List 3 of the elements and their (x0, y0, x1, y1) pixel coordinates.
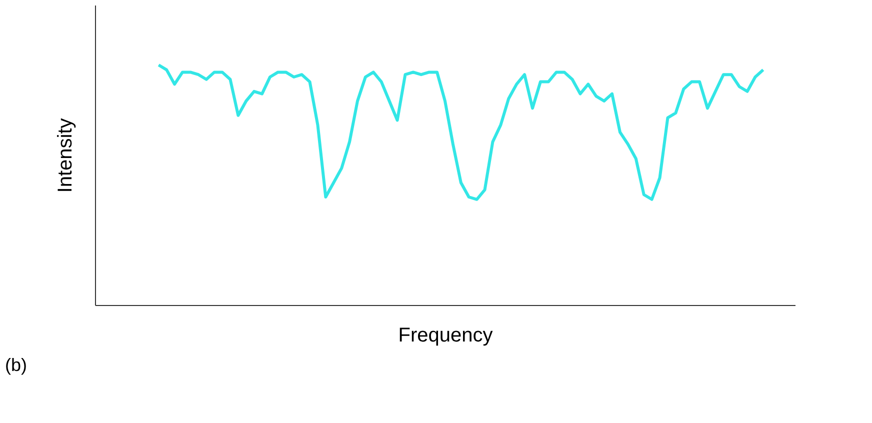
text: (b) (5, 355, 27, 375)
x-axis-title: Frequency (398, 324, 493, 346)
y-axis-title: Intensity (54, 118, 76, 193)
